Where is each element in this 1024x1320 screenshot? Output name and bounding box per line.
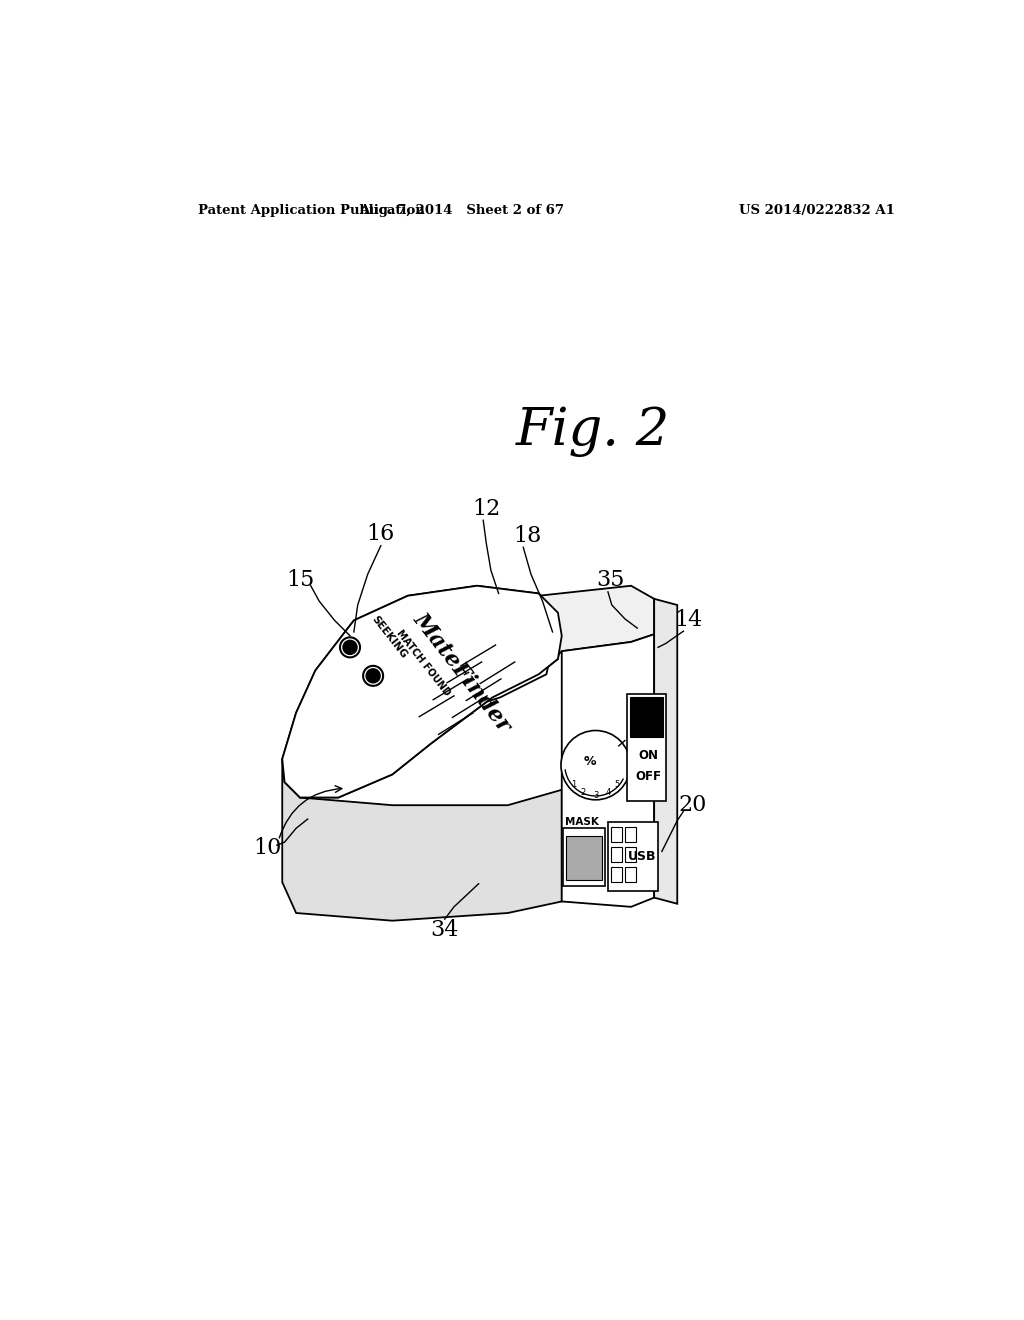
Text: MateFinder: MateFinder	[409, 609, 515, 737]
Circle shape	[561, 730, 631, 800]
Text: ON: ON	[638, 748, 658, 762]
Text: 34: 34	[430, 919, 459, 941]
FancyBboxPatch shape	[611, 847, 622, 862]
Text: 16: 16	[367, 523, 395, 545]
Polygon shape	[654, 599, 677, 904]
Text: 20: 20	[679, 795, 707, 816]
Text: SEEKING: SEEKING	[370, 614, 409, 660]
Text: 12: 12	[472, 498, 501, 520]
FancyBboxPatch shape	[611, 826, 622, 842]
Text: %: %	[584, 755, 596, 768]
FancyBboxPatch shape	[625, 826, 636, 842]
FancyBboxPatch shape	[565, 836, 602, 880]
Text: Aug. 7, 2014   Sheet 2 of 67: Aug. 7, 2014 Sheet 2 of 67	[359, 205, 564, 218]
FancyArrowPatch shape	[280, 785, 342, 838]
FancyBboxPatch shape	[611, 867, 622, 882]
Text: 15: 15	[286, 569, 314, 591]
Polygon shape	[628, 693, 666, 801]
Polygon shape	[539, 586, 654, 675]
Polygon shape	[562, 635, 654, 907]
Text: 18: 18	[514, 525, 542, 546]
Text: Fig. 2: Fig. 2	[515, 407, 670, 457]
Text: 2: 2	[581, 788, 586, 796]
Text: MASK: MASK	[565, 817, 599, 828]
FancyBboxPatch shape	[625, 847, 636, 862]
Text: Patent Application Publication: Patent Application Publication	[199, 205, 425, 218]
Text: 5: 5	[614, 780, 620, 789]
Text: 35: 35	[596, 569, 625, 591]
Polygon shape	[608, 822, 658, 891]
Text: 14: 14	[675, 610, 702, 631]
Text: 10: 10	[253, 837, 282, 858]
Text: OFF: OFF	[635, 770, 662, 783]
Text: USB: USB	[628, 850, 656, 863]
Text: 3: 3	[593, 792, 598, 800]
Circle shape	[343, 640, 357, 655]
Polygon shape	[283, 586, 562, 797]
Text: 4: 4	[605, 788, 610, 796]
Polygon shape	[401, 599, 553, 721]
Circle shape	[367, 669, 380, 682]
Polygon shape	[283, 759, 562, 921]
Text: MATCH FOUND: MATCH FOUND	[394, 628, 453, 698]
Text: 1: 1	[571, 780, 577, 789]
Polygon shape	[562, 829, 605, 886]
Polygon shape	[283, 586, 562, 797]
FancyBboxPatch shape	[625, 867, 636, 882]
FancyBboxPatch shape	[631, 697, 663, 738]
Text: US 2014/0222832 A1: US 2014/0222832 A1	[739, 205, 895, 218]
